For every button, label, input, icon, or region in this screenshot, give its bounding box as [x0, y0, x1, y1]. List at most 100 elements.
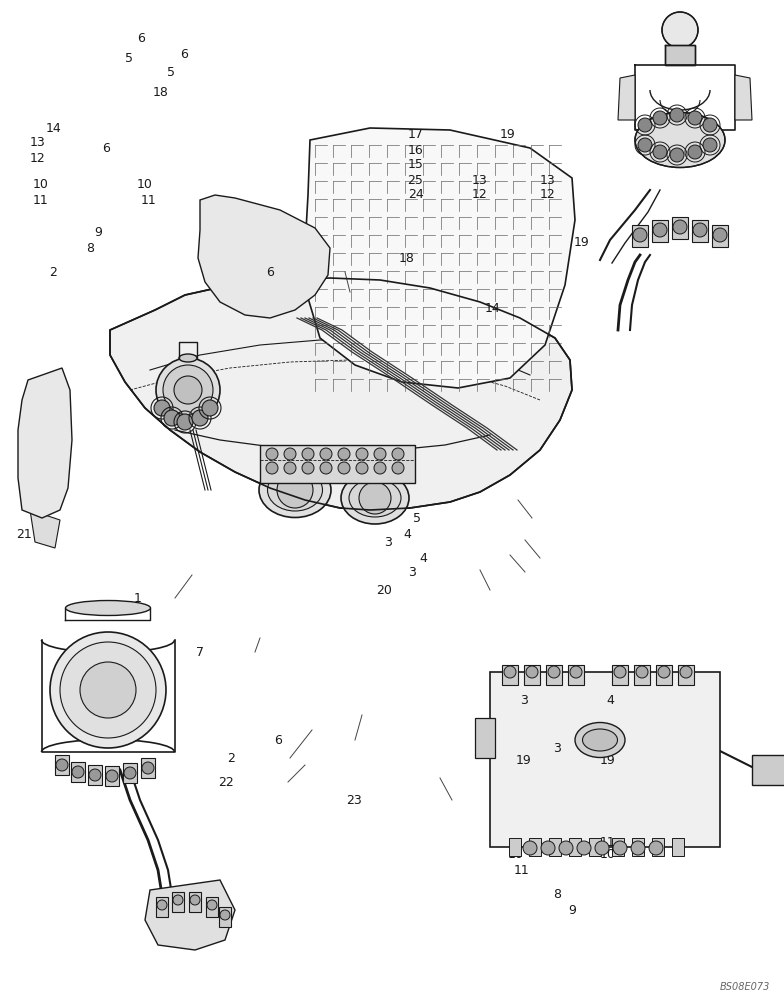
Text: 8: 8 — [86, 241, 94, 254]
Circle shape — [559, 841, 573, 855]
Circle shape — [163, 365, 213, 415]
Text: 18: 18 — [153, 86, 169, 99]
Text: 5: 5 — [167, 66, 175, 79]
Text: 13: 13 — [539, 174, 555, 186]
Circle shape — [577, 841, 591, 855]
Polygon shape — [18, 368, 72, 518]
Bar — [634, 665, 650, 685]
Bar — [612, 838, 624, 856]
Text: 3: 3 — [520, 694, 528, 706]
Bar — [172, 892, 184, 912]
Bar — [569, 838, 581, 856]
Circle shape — [177, 414, 193, 430]
Circle shape — [302, 462, 314, 474]
Text: 1: 1 — [133, 591, 141, 604]
Polygon shape — [618, 75, 635, 120]
Circle shape — [703, 118, 717, 132]
Bar — [123, 763, 137, 783]
Text: 15: 15 — [408, 158, 423, 172]
Bar — [672, 838, 684, 856]
Ellipse shape — [66, 600, 151, 615]
Circle shape — [192, 410, 208, 426]
Circle shape — [266, 462, 278, 474]
Circle shape — [673, 220, 687, 234]
Circle shape — [680, 666, 692, 678]
Circle shape — [614, 666, 626, 678]
Circle shape — [174, 376, 202, 404]
Bar — [656, 665, 672, 685]
Text: 14: 14 — [485, 302, 500, 314]
Circle shape — [653, 145, 667, 159]
Circle shape — [157, 900, 167, 910]
Bar — [752, 755, 784, 785]
Text: 25: 25 — [408, 174, 423, 186]
Circle shape — [202, 400, 218, 416]
Bar — [189, 892, 201, 912]
Circle shape — [89, 769, 101, 781]
Circle shape — [638, 118, 652, 132]
Bar — [55, 755, 69, 775]
Text: 6: 6 — [267, 265, 274, 278]
Circle shape — [320, 448, 332, 460]
Text: 6: 6 — [102, 141, 110, 154]
Bar — [71, 762, 85, 782]
Text: 12: 12 — [472, 188, 488, 202]
Text: 5: 5 — [413, 512, 421, 524]
Text: BS08E073: BS08E073 — [720, 982, 770, 992]
Circle shape — [359, 482, 391, 514]
Circle shape — [356, 448, 368, 460]
Ellipse shape — [349, 479, 401, 517]
Circle shape — [595, 841, 609, 855]
Text: 10: 10 — [600, 848, 615, 861]
Circle shape — [80, 662, 136, 718]
Circle shape — [633, 228, 647, 242]
Text: 13: 13 — [472, 174, 488, 186]
Bar — [665, 45, 695, 65]
Text: 10: 10 — [137, 178, 153, 192]
Text: 23: 23 — [347, 794, 362, 806]
Bar — [490, 672, 720, 847]
Bar — [524, 665, 540, 685]
Polygon shape — [145, 880, 235, 950]
Circle shape — [106, 770, 118, 782]
Circle shape — [207, 900, 217, 910]
Circle shape — [284, 462, 296, 474]
Circle shape — [392, 462, 404, 474]
Circle shape — [142, 762, 154, 774]
Circle shape — [164, 410, 180, 426]
Bar — [529, 838, 541, 856]
Circle shape — [124, 767, 136, 779]
Circle shape — [541, 841, 555, 855]
Text: 6: 6 — [274, 734, 282, 746]
Text: 17: 17 — [408, 128, 423, 141]
Ellipse shape — [341, 472, 409, 524]
Circle shape — [284, 448, 296, 460]
Text: 20: 20 — [376, 584, 392, 596]
Bar — [612, 665, 628, 685]
Ellipse shape — [259, 462, 331, 518]
Circle shape — [190, 895, 200, 905]
Circle shape — [504, 666, 516, 678]
Bar — [475, 718, 495, 758]
Circle shape — [613, 841, 627, 855]
Text: 22: 22 — [218, 776, 234, 788]
Bar — [652, 220, 668, 242]
Text: 19: 19 — [574, 235, 590, 248]
Text: 12: 12 — [30, 151, 45, 164]
Text: 19: 19 — [600, 754, 615, 766]
Circle shape — [688, 145, 702, 159]
Circle shape — [60, 642, 156, 738]
Text: 24: 24 — [408, 188, 423, 202]
Circle shape — [688, 111, 702, 125]
Bar — [509, 838, 521, 856]
Text: 19: 19 — [500, 128, 516, 141]
Bar — [589, 838, 601, 856]
Circle shape — [636, 666, 648, 678]
Text: 4: 4 — [404, 528, 412, 542]
Bar — [248, 238, 300, 274]
Ellipse shape — [267, 469, 322, 511]
Text: 6: 6 — [180, 48, 188, 62]
Circle shape — [638, 138, 652, 152]
Bar — [141, 758, 155, 778]
Circle shape — [713, 228, 727, 242]
